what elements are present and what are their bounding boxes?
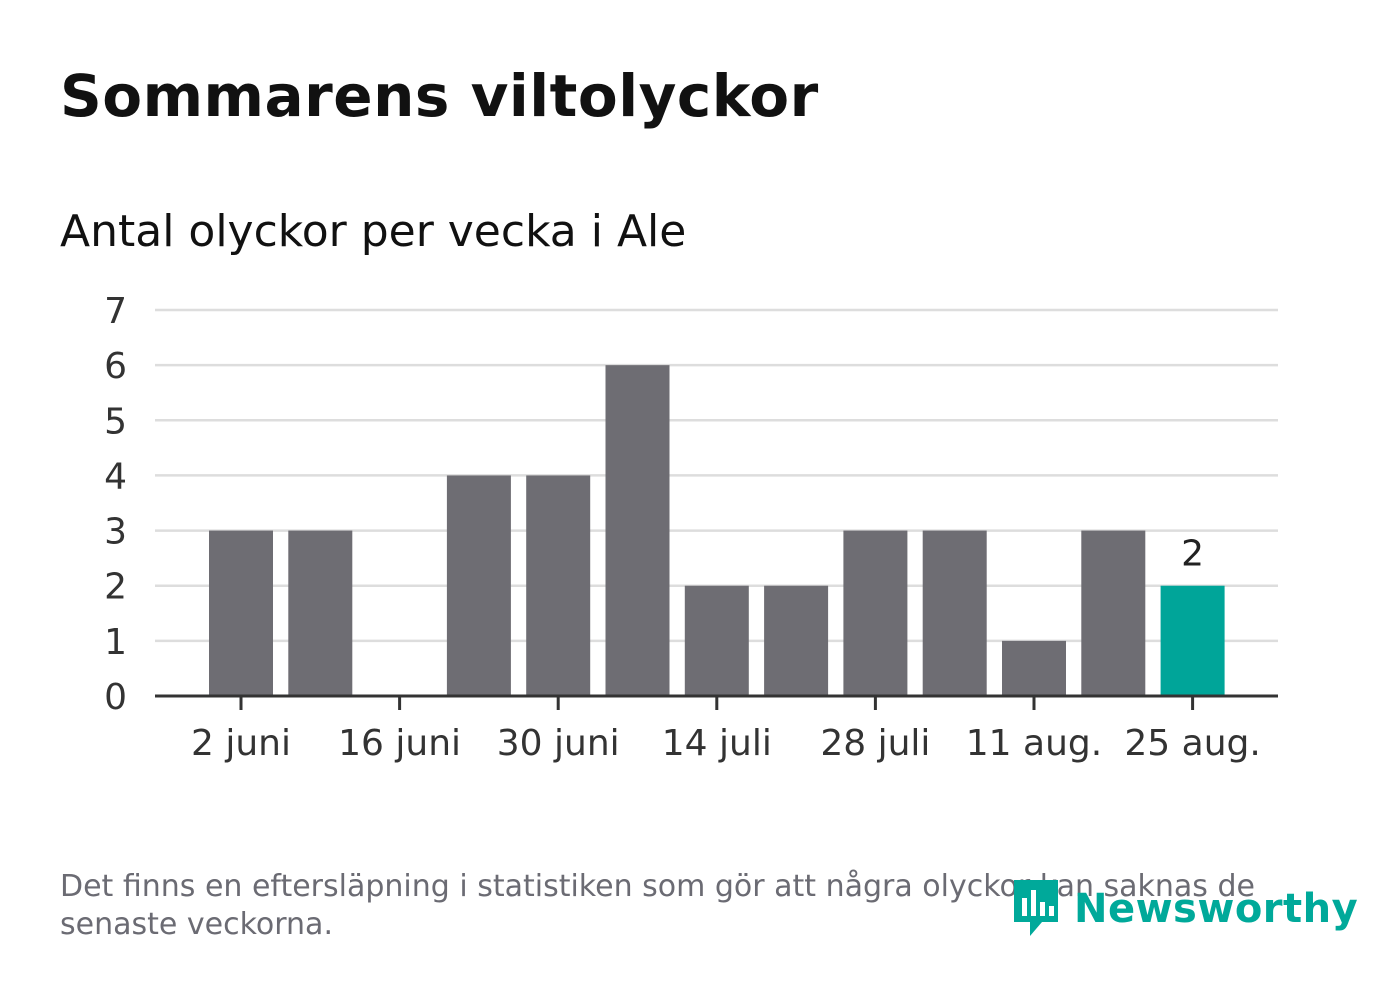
bar-30-juni — [526, 475, 591, 696]
y-tick-label: 7 — [104, 291, 127, 332]
chart-title: Sommarens viltolyckor — [60, 62, 819, 130]
y-tick-label: 0 — [104, 677, 127, 718]
x-tick-label: 28 juli — [820, 723, 930, 764]
y-tick-label: 4 — [104, 456, 127, 497]
y-tick-label: 1 — [104, 622, 127, 663]
newsworthy-logo-icon — [1014, 880, 1058, 936]
x-tick-label: 2 juni — [191, 723, 291, 764]
y-tick-label: 3 — [104, 512, 127, 553]
newsworthy-logo: Newsworthy — [1010, 876, 1358, 942]
bar-9-juni — [288, 530, 353, 696]
newsworthy-logo-text: Newsworthy — [1074, 886, 1359, 932]
bar-23-juni — [446, 475, 511, 696]
chart-subtitle: Antal olyckor per vecka i Ale — [60, 206, 687, 257]
bars — [209, 365, 1225, 696]
bar-chart: 0 1 2 3 4 5 6 7 2 juni 16 juni 30 juni 14 juli 28 j… — [104, 291, 1278, 764]
bar-4-aug — [922, 530, 987, 696]
bar-11-aug — [1002, 640, 1066, 696]
y-tick-label: 2 — [104, 567, 127, 608]
y-axis-ticks: 0 1 2 3 4 5 6 7 — [104, 291, 127, 718]
x-tick-label: 11 aug. — [966, 723, 1102, 764]
x-tick-label: 16 juni — [338, 723, 461, 764]
bar-28-juli — [843, 530, 908, 696]
x-tick-label: 30 juni — [497, 723, 620, 764]
bar-18-aug — [1081, 530, 1146, 696]
bar-7-juli — [605, 365, 670, 696]
bar-21-juli — [764, 585, 829, 696]
y-tick-label: 6 — [104, 346, 127, 387]
data-labels: 2 — [1181, 534, 1204, 575]
highlight-data-label: 2 — [1181, 534, 1204, 575]
bar-2-juni — [209, 530, 273, 696]
y-tick-label: 5 — [104, 401, 127, 442]
bar-25-aug — [1160, 585, 1225, 696]
x-axis-ticks: 2 juni 16 juni 30 juni 14 juli 28 juli 11 aug… — [191, 696, 1261, 764]
x-tick-label: 25 aug. — [1124, 723, 1260, 764]
x-tick-label: 14 juli — [662, 723, 772, 764]
bar-14-juli — [684, 585, 749, 696]
